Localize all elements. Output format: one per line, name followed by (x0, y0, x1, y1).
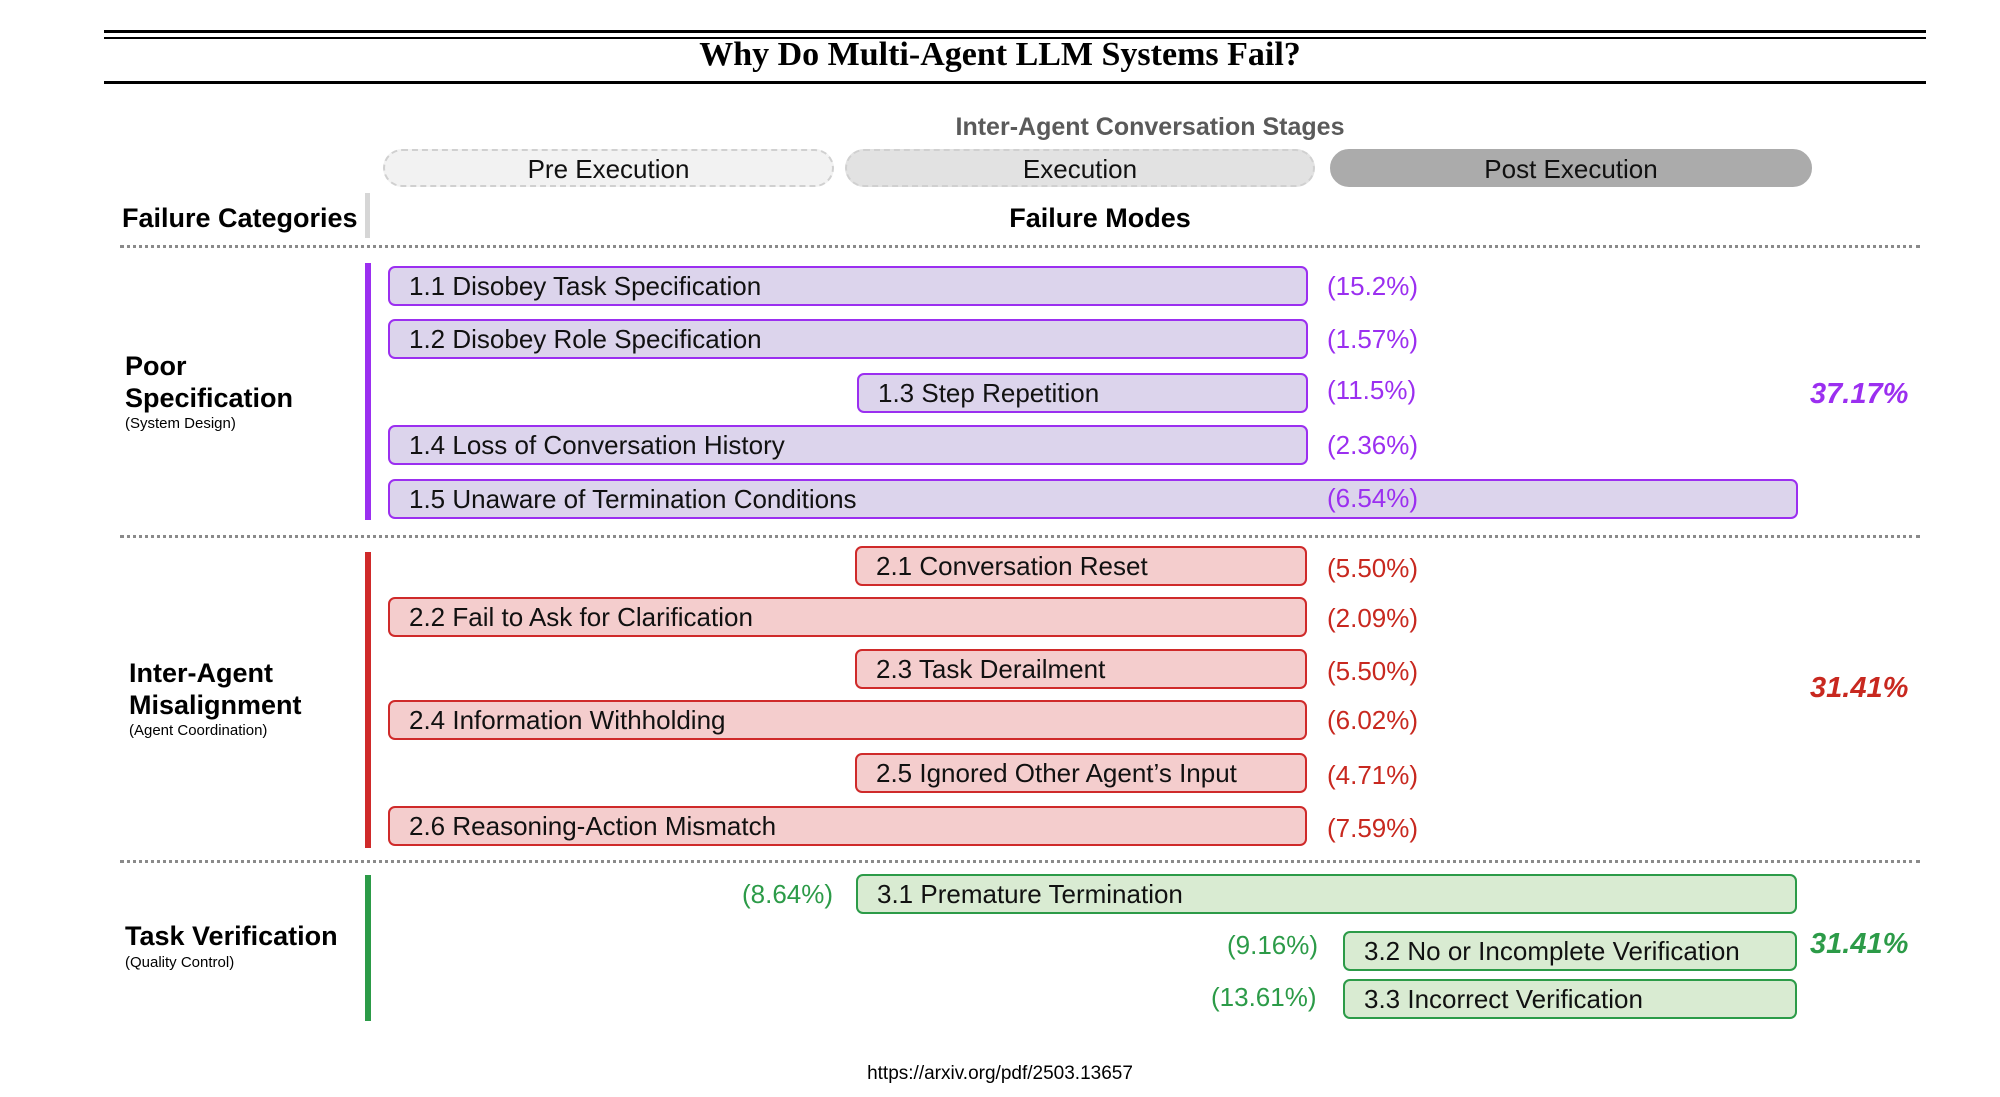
stages-title: Inter-Agent Conversation Stages (955, 113, 1345, 141)
failure-mode-percent: (6.02%) (1327, 705, 1419, 735)
failure-mode-box: 2.1 Conversation Reset (855, 546, 1307, 586)
stage-execution: Execution (845, 149, 1315, 187)
title-rule-top-2 (104, 37, 1926, 39)
failure-mode-percent: (7.59%) (1327, 813, 1419, 843)
category-bar (365, 552, 371, 848)
category-name: Poor Specification (125, 351, 294, 413)
failure-mode-percent: (8.64%) (742, 879, 834, 909)
failure-mode-box: 3.1 Premature Termination (856, 874, 1797, 914)
failure-mode-percent: (6.54%) (1327, 483, 1419, 513)
failure-modes-header: Failure Modes (1009, 203, 1191, 233)
source-url: https://arxiv.org/pdf/2503.13657 (867, 1063, 1133, 1084)
failure-mode-box: 2.2 Fail to Ask for Clarification (388, 597, 1307, 637)
failure-mode-percent: (9.16%) (1227, 930, 1319, 960)
failure-mode-box: 2.4 Information Withholding (388, 700, 1307, 740)
category-name: Task Verification (125, 921, 338, 951)
category-bar (365, 263, 371, 520)
failure-mode-box: 1.5 Unaware of Termination Conditions (388, 479, 1798, 519)
category-subtitle: (System Design) (125, 415, 236, 432)
category-total-percent: 31.41% (1810, 672, 1909, 704)
failure-mode-box: 3.2 No or Incomplete Verification (1343, 931, 1797, 971)
failure-mode-percent: (1.57%) (1327, 324, 1419, 354)
failure-categories-header: Failure Categories (122, 203, 358, 233)
failure-mode-percent: (5.50%) (1327, 656, 1419, 686)
failure-mode-percent: (4.71%) (1327, 760, 1419, 790)
failure-mode-box: 1.4 Loss of Conversation History (388, 425, 1308, 465)
failure-mode-percent: (11.5%) (1327, 375, 1417, 405)
failure-mode-percent: (13.61%) (1211, 982, 1317, 1012)
failure-mode-percent: (2.36%) (1327, 430, 1419, 460)
failure-mode-box: 3.3 Incorrect Verification (1343, 979, 1797, 1019)
category-total-percent: 37.17% (1810, 378, 1909, 410)
dotted-divider (120, 245, 1920, 248)
failure-mode-box: 2.5 Ignored Other Agent’s Input (855, 753, 1307, 793)
failure-mode-box: 1.3 Step Repetition (857, 373, 1308, 413)
figure-title: Why Do Multi-Agent LLM Systems Fail? (699, 36, 1301, 73)
header-separator (365, 193, 370, 238)
dotted-divider (120, 860, 1920, 863)
stage-post-execution: Post Execution (1330, 149, 1812, 187)
failure-mode-percent: (15.2%) (1327, 271, 1419, 301)
title-rule-top-1 (104, 30, 1926, 33)
stage-pre-execution: Pre Execution (383, 149, 834, 187)
category-total-percent: 31.41% (1810, 928, 1909, 960)
title-rule-bottom (104, 81, 1926, 84)
failure-mode-box: 2.6 Reasoning-Action Mismatch (388, 806, 1307, 846)
failure-mode-percent: (5.50%) (1327, 553, 1419, 583)
category-subtitle: (Quality Control) (125, 954, 235, 971)
failure-mode-percent: (2.09%) (1327, 603, 1419, 633)
failure-mode-box: 2.3 Task Derailment (855, 649, 1307, 689)
category-subtitle: (Agent Coordination) (129, 722, 268, 739)
dotted-divider (120, 535, 1920, 538)
category-name: Inter-Agent Misalignment (129, 658, 302, 720)
failure-mode-box: 1.2 Disobey Role Specification (388, 319, 1308, 359)
category-bar (365, 875, 371, 1021)
failure-mode-box: 1.1 Disobey Task Specification (388, 266, 1308, 306)
